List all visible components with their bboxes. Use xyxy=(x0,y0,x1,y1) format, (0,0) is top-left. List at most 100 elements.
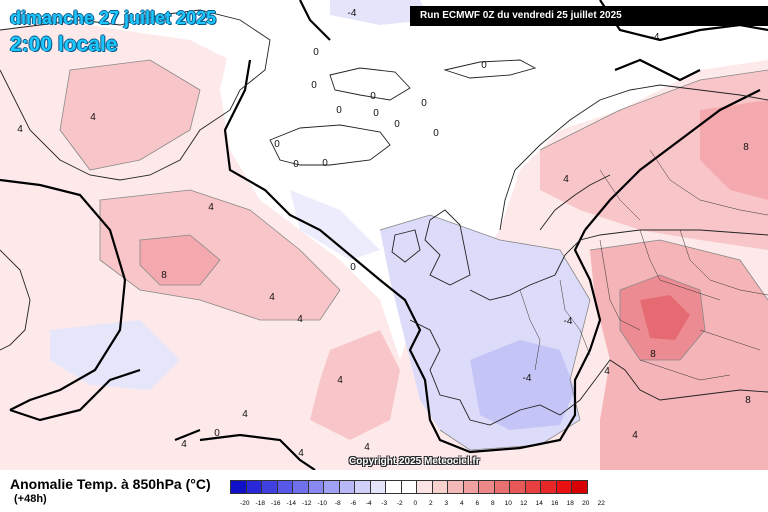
color-scale-tick-label: -6 xyxy=(350,500,357,507)
color-scale-tick-label: -16 xyxy=(271,500,281,507)
country-borders xyxy=(519,149,768,381)
contour-label: 8 xyxy=(743,142,749,153)
color-scale-swatch xyxy=(555,480,572,494)
color-scale-tick-label: -8 xyxy=(334,500,341,507)
color-scale-tick-label: -20 xyxy=(240,500,250,507)
color-scale-tick-label: -4 xyxy=(365,500,372,507)
color-scale-swatch xyxy=(230,480,247,494)
color-scale-tick-label: 3 xyxy=(444,500,449,507)
warm-anomaly-south-atlantic xyxy=(310,330,400,440)
cold-anomaly-core xyxy=(470,340,575,430)
warm-anomaly-atlantic-core xyxy=(140,235,220,285)
color-scale-swatch xyxy=(447,480,464,494)
contour-label: 0 xyxy=(373,108,379,119)
coastlines xyxy=(0,9,768,426)
color-scale-swatch xyxy=(292,480,309,494)
contour-label: 0 xyxy=(313,47,319,58)
contour-label: 4 xyxy=(242,409,248,420)
color-scale-tick-label: 10 xyxy=(504,500,512,507)
color-scale xyxy=(230,480,588,494)
forecast-local-time: 2:00 locale xyxy=(10,33,118,56)
contour-labels: 0 0 0 0 0 0 0 0 0 0 0 0 0 0 4 4 4 4 4 4 … xyxy=(17,8,751,459)
color-scale-swatch xyxy=(509,480,526,494)
isotherm-0-line xyxy=(0,0,768,470)
color-scale-tick-label: -3 xyxy=(381,500,388,507)
color-scale-tick-label: 12 xyxy=(520,500,528,507)
color-scale-swatch xyxy=(400,480,417,494)
color-scale-swatch xyxy=(540,480,557,494)
contour-label: 0 xyxy=(370,91,376,102)
color-scale-swatch xyxy=(416,480,433,494)
color-scale-tick-label: 6 xyxy=(475,500,480,507)
contour-lines xyxy=(59,59,768,451)
color-scale-swatch xyxy=(276,480,293,494)
color-scale-tick-label: -18 xyxy=(255,500,265,507)
contour-label: 0 xyxy=(214,428,220,439)
color-scale-swatch xyxy=(478,480,495,494)
color-scale-swatch xyxy=(307,480,324,494)
cold-anomaly-greenland-sea xyxy=(290,190,380,260)
color-scale-tick-label: 4 xyxy=(459,500,464,507)
contour-label: 8 xyxy=(745,395,751,406)
color-scale-tick-label: 22 xyxy=(597,500,605,507)
contour-label: 4 xyxy=(563,174,569,185)
model-run-info: Run ECMWF 0Z du vendredi 25 juillet 2025 xyxy=(410,6,768,26)
warm-anomaly-central-atlantic xyxy=(100,190,340,320)
contour-label: 0 xyxy=(481,60,487,71)
contour-label: 0 xyxy=(350,262,356,273)
contour-label: 0 xyxy=(336,105,342,116)
warm-anomaly-russia-core xyxy=(700,100,768,200)
color-scale-tick-label: 16 xyxy=(551,500,559,507)
cold-anomaly-north-atlantic xyxy=(330,0,430,25)
contour-label: -4 xyxy=(523,373,532,384)
contour-label: -4 xyxy=(564,316,573,327)
contour-label: 0 xyxy=(421,98,427,109)
color-scale-tick-label: -2 xyxy=(396,500,403,507)
contour-label: 0 xyxy=(322,158,328,169)
contour-label: 4 xyxy=(364,442,370,453)
color-scale-tick-label: 14 xyxy=(535,500,543,507)
contour-label: 4 xyxy=(181,439,187,450)
color-scale-swatch xyxy=(354,480,371,494)
contour-label: 4 xyxy=(298,448,304,459)
contour-label: 4 xyxy=(90,112,96,123)
color-scale-swatch xyxy=(385,480,402,494)
color-scale-swatch xyxy=(369,480,386,494)
color-scale-ticks: -20 -18 -16 -14 -12 -10 -8 -6 -4 -3 -2 0 2 3 4 6 8 10 12 14… xyxy=(237,500,609,507)
contour-label: 0 xyxy=(311,80,317,91)
color-scale-tick-label: -12 xyxy=(302,500,312,507)
contour-label: 4 xyxy=(604,366,610,377)
contour-label: 0 xyxy=(293,159,299,170)
color-scale-swatch xyxy=(571,480,588,494)
contour-label: -4 xyxy=(651,32,660,43)
color-scale-swatch xyxy=(261,480,278,494)
contour-label: 4 xyxy=(17,124,23,135)
color-scale-tick-label: -14 xyxy=(286,500,296,507)
color-scale-tick-label: 0 xyxy=(413,500,418,507)
contour-label: 4 xyxy=(297,314,303,325)
color-scale-swatch xyxy=(462,480,479,494)
color-scale-swatch xyxy=(431,480,448,494)
color-scale-swatch xyxy=(245,480,262,494)
color-scale-tick-label: 8 xyxy=(490,500,495,507)
color-scale-swatch xyxy=(323,480,340,494)
contour-label: 0 xyxy=(274,139,280,150)
color-scale-swatch xyxy=(338,480,355,494)
color-scale-swatch xyxy=(493,480,510,494)
contour-label: 0 xyxy=(394,119,400,130)
forecast-date-title: dimanche 27 juillet 2025 xyxy=(10,8,217,28)
cold-anomaly-ocean-south xyxy=(50,320,180,390)
warm-anomaly-balkans-peak xyxy=(640,295,690,340)
color-scale-tick-label: 18 xyxy=(566,500,574,507)
color-scale-tick-label: 2 xyxy=(428,500,433,507)
contour-label: -4 xyxy=(348,8,357,19)
forecast-step-label: (+48h) xyxy=(14,493,47,505)
contour-label: 4 xyxy=(337,375,343,386)
contour-label: 0 xyxy=(433,128,439,139)
temperature-anomaly-map: 0 0 0 0 0 0 0 0 0 0 0 0 0 0 4 4 4 4 4 4 … xyxy=(0,0,768,470)
contour-label: 4 xyxy=(269,292,275,303)
neutral-zone-north xyxy=(0,0,250,60)
color-scale-tick-label: 20 xyxy=(582,500,590,507)
contour-label: 4 xyxy=(632,430,638,441)
color-scale-tick-label: -10 xyxy=(317,500,327,507)
